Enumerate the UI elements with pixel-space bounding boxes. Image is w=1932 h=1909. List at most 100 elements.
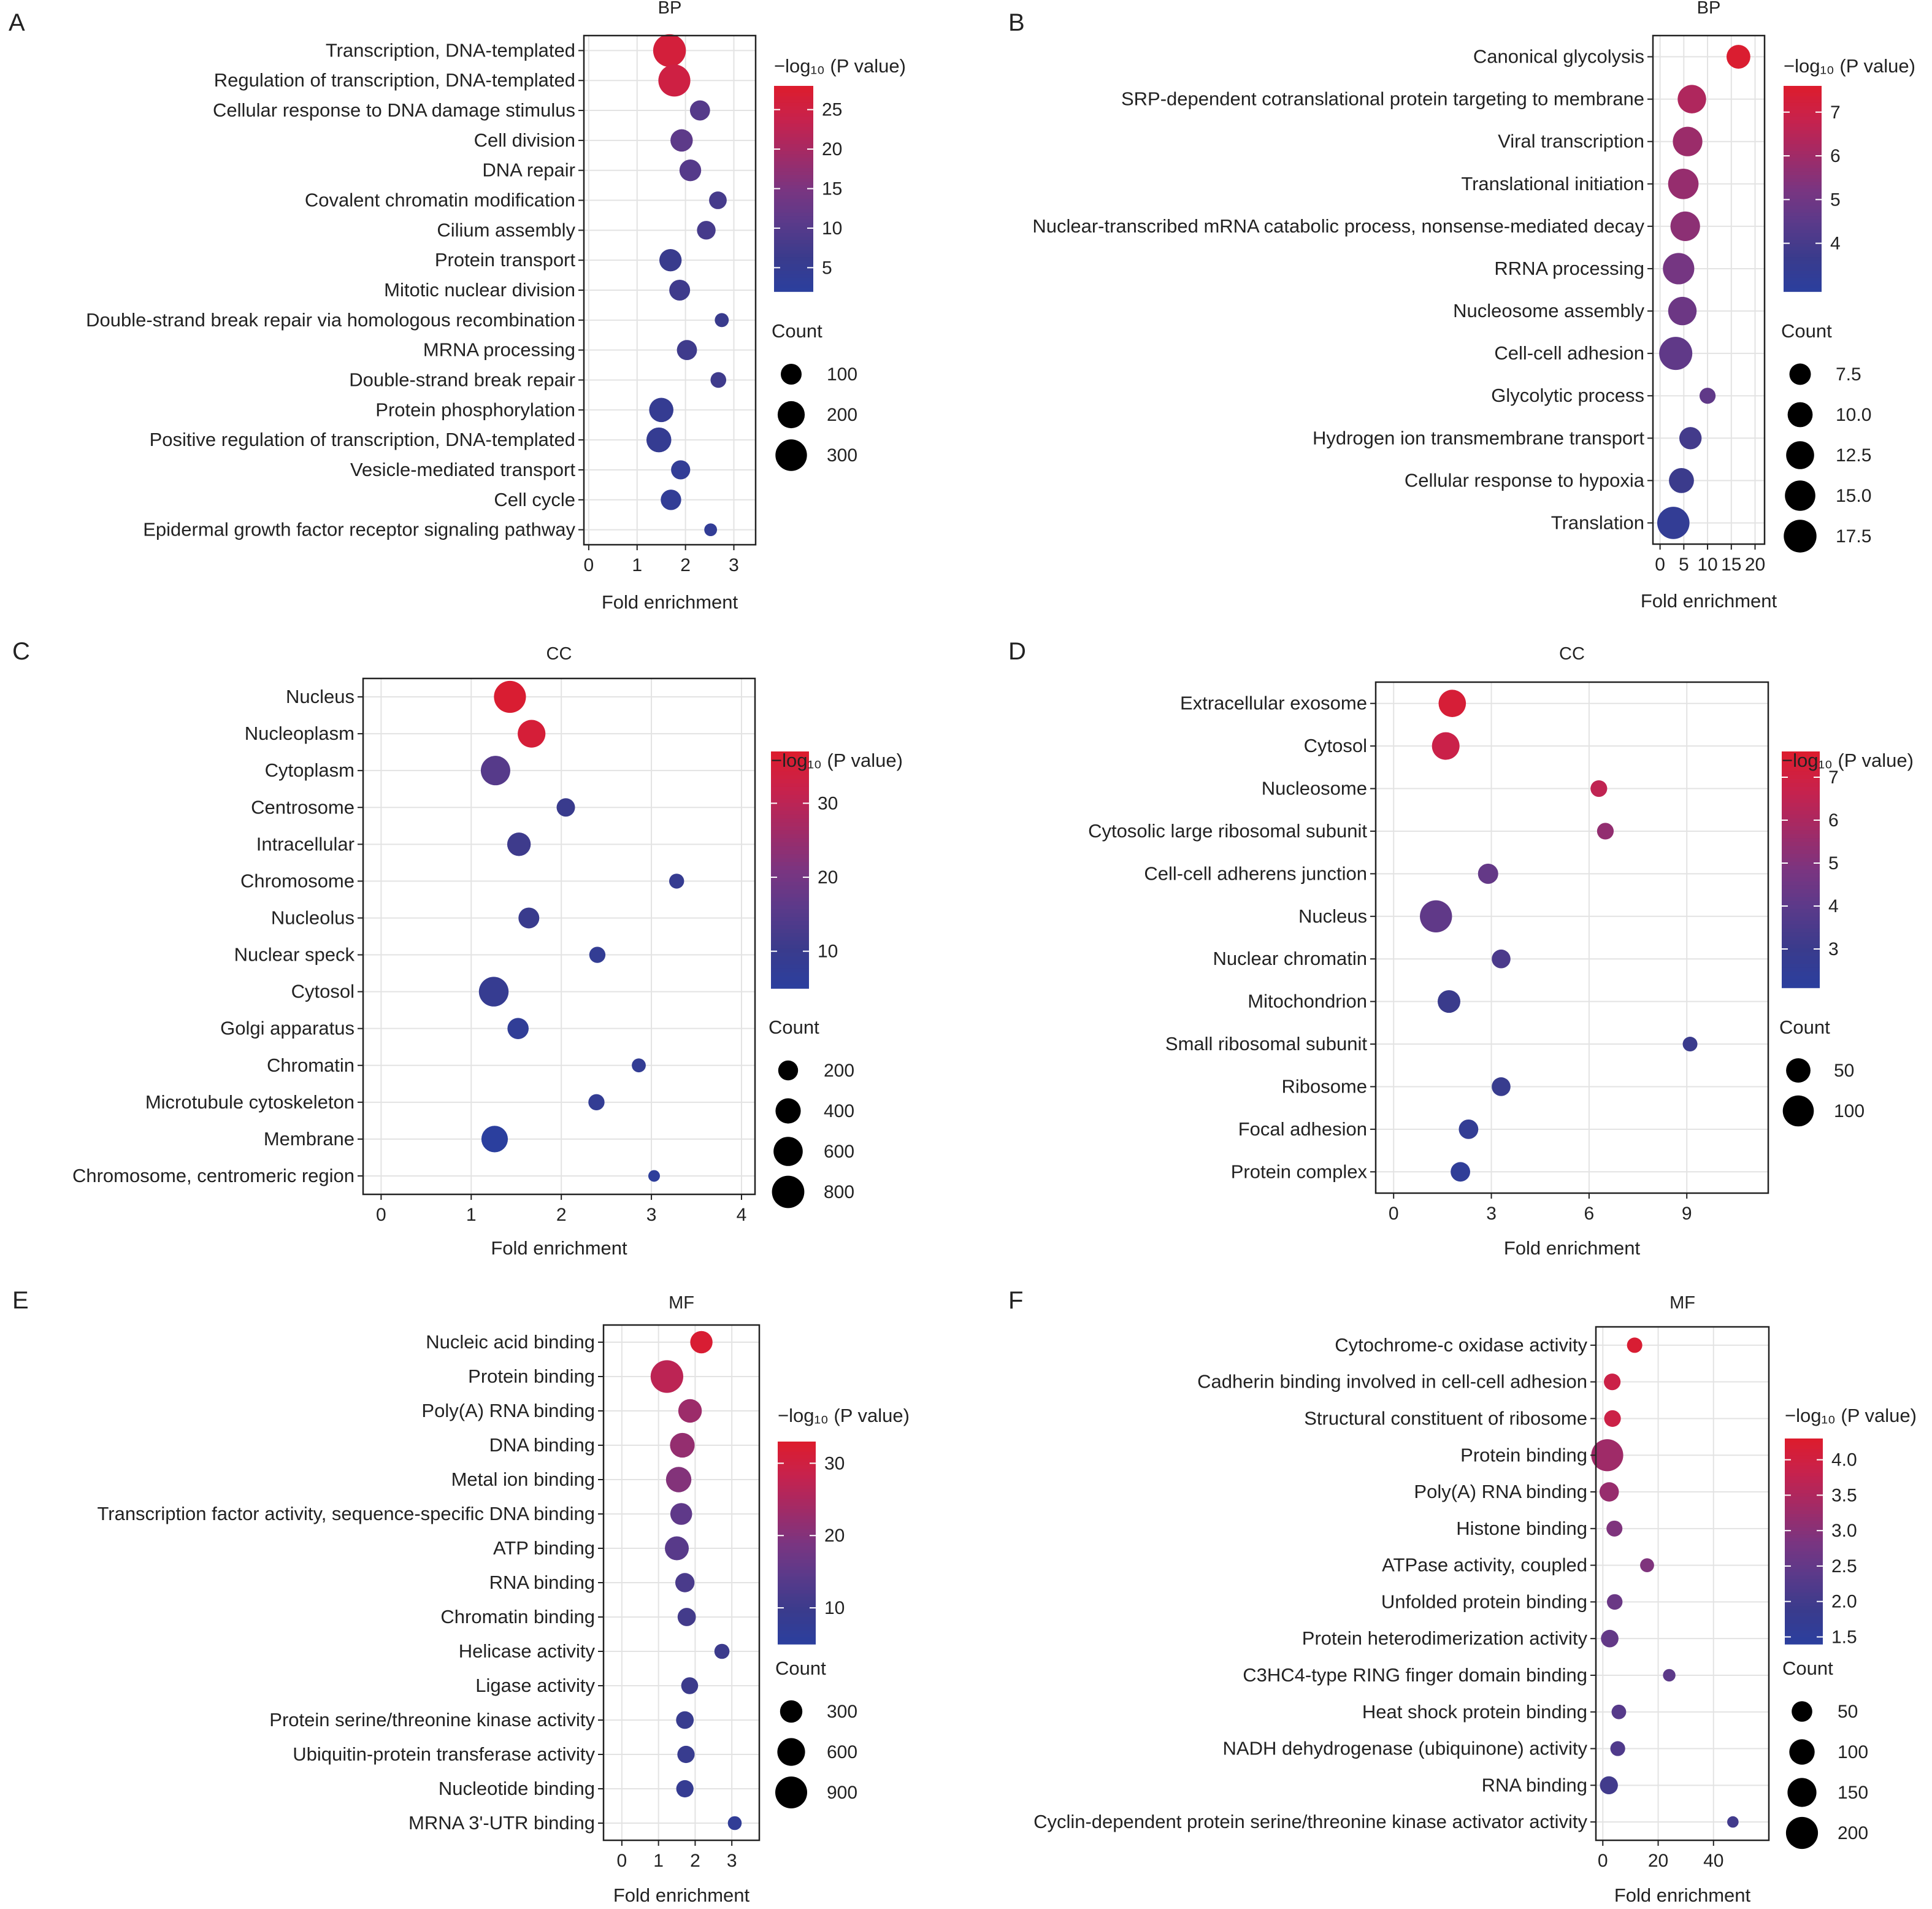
data-bubble [710, 372, 727, 388]
colorbar-segment [771, 882, 809, 886]
data-bubble [677, 1608, 696, 1626]
category-label: Double-strand break repair [349, 369, 575, 390]
colorbar-tick-label: 4.0 [1831, 1450, 1857, 1470]
colorbar-segment [778, 1526, 816, 1530]
colorbar-segment [1784, 233, 1822, 237]
colorbar-segment [778, 1550, 816, 1554]
category-label: Cell-cell adherens junction [1144, 862, 1367, 884]
colorbar-segment [774, 229, 813, 234]
x-tick-label: 1 [466, 1205, 477, 1225]
colorbar-segment [1782, 972, 1820, 977]
colorbar-segment [1785, 1472, 1823, 1477]
colorbar-segment [1784, 164, 1822, 169]
colorbar-segment [1785, 1634, 1823, 1638]
x-tick-label: 6 [1584, 1204, 1595, 1224]
x-tick-label: 5 [1679, 555, 1689, 575]
colorbar-segment [778, 1532, 816, 1537]
colorbar-segment [771, 905, 809, 910]
category-label: Cytosol [1304, 735, 1367, 756]
colorbar-segment [1784, 182, 1822, 186]
colorbar-segment [1782, 866, 1820, 870]
colorbar-segment [1784, 137, 1822, 142]
plot-frame [1652, 34, 1766, 545]
colorbar-segment [1782, 838, 1820, 843]
colorbar-segment [1784, 236, 1822, 241]
colorbar-segment [771, 783, 809, 788]
colorbar-segment [1785, 1537, 1823, 1542]
size-legend-label: 200 [827, 405, 857, 425]
x-tick-label: 4 [737, 1205, 747, 1225]
colorbar-segment [778, 1556, 816, 1561]
data-bubble [1600, 1776, 1618, 1795]
colorbar-segment [1782, 881, 1820, 886]
size-legend-label: 10.0 [1836, 405, 1871, 425]
colorbar-segment [778, 1577, 816, 1581]
category-label: DNA repair [482, 159, 575, 181]
colorbar-segment [778, 1620, 816, 1624]
colorbar-segment [778, 1489, 816, 1493]
colorbar-segment [778, 1492, 816, 1496]
colorbar-segment [1785, 1455, 1823, 1460]
colorbar-segment [774, 130, 813, 134]
colorbar-segment [774, 96, 813, 101]
data-bubble [1438, 689, 1466, 718]
data-bubble [1669, 467, 1694, 493]
colorbar-segment [771, 937, 809, 942]
data-bubble [675, 1573, 695, 1592]
colorbar-segment [771, 976, 809, 981]
data-bubble [1590, 780, 1608, 797]
panel-letter: D [1008, 638, 1026, 665]
data-bubble [1610, 1741, 1625, 1756]
category-label: Nucleoplasm [245, 723, 355, 744]
category-label: Centrosome [251, 796, 355, 818]
category-label: Epidermal growth factor receptor signali… [143, 519, 575, 540]
data-bubble [671, 460, 691, 480]
colorbar-segment [771, 775, 809, 780]
data-bubble [494, 680, 526, 713]
colorbar-segment [1784, 205, 1822, 210]
colorbar-segment [774, 260, 813, 265]
colorbar-segment [1784, 168, 1822, 172]
colorbar-segment [771, 807, 809, 812]
data-bubble [1668, 296, 1697, 326]
colorbar-segment [1784, 260, 1822, 265]
colorbar-segment [771, 972, 809, 977]
size-legend-label: 300 [827, 445, 857, 466]
colorbar-segment [774, 209, 813, 213]
colorbar-segment [778, 1580, 816, 1584]
colorbar-segment [774, 144, 813, 148]
data-bubble [681, 1677, 699, 1694]
category-label: Metal ion binding [451, 1469, 595, 1490]
colorbar-segment [774, 199, 813, 203]
category-label: Translation [1551, 512, 1644, 533]
colorbar-segment [778, 1516, 816, 1520]
size-legend-label: 12.5 [1836, 445, 1871, 466]
colorbar-segment [1782, 858, 1820, 862]
size-legend-circle [773, 1137, 803, 1166]
colorbar-segment [1785, 1613, 1823, 1618]
colorbar-segment [1784, 86, 1822, 90]
colorbar-segment [771, 791, 809, 796]
colorbar-segment [1782, 759, 1820, 764]
colorbar-segment [1782, 908, 1820, 913]
data-bubble [1727, 1816, 1739, 1828]
colorbar-segment [1782, 901, 1820, 906]
colorbar-segment [1784, 209, 1822, 213]
x-tick-label: 0 [1389, 1204, 1399, 1224]
colorbar-segment [1784, 229, 1822, 234]
colorbar-segment [774, 253, 813, 258]
size-legend-circle [1789, 363, 1811, 385]
colorbar-segment [1784, 140, 1822, 145]
colorbar-segment [778, 1573, 816, 1577]
colorbar-segment [1785, 1531, 1823, 1535]
x-tick-label: 1 [632, 555, 642, 575]
category-label: Cadherin binding involved in cell-cell a… [1197, 1371, 1587, 1392]
colorbar-segment [1785, 1610, 1823, 1614]
data-bubble [670, 129, 693, 152]
panel-title: BP [1697, 0, 1721, 18]
colorbar-segment [1782, 791, 1820, 796]
colorbar-segment [778, 1462, 816, 1466]
colorbar-segment [1784, 123, 1822, 128]
x-axis-label: Fold enrichment [613, 1884, 750, 1906]
colorbar-tick-label: 20 [822, 139, 842, 159]
